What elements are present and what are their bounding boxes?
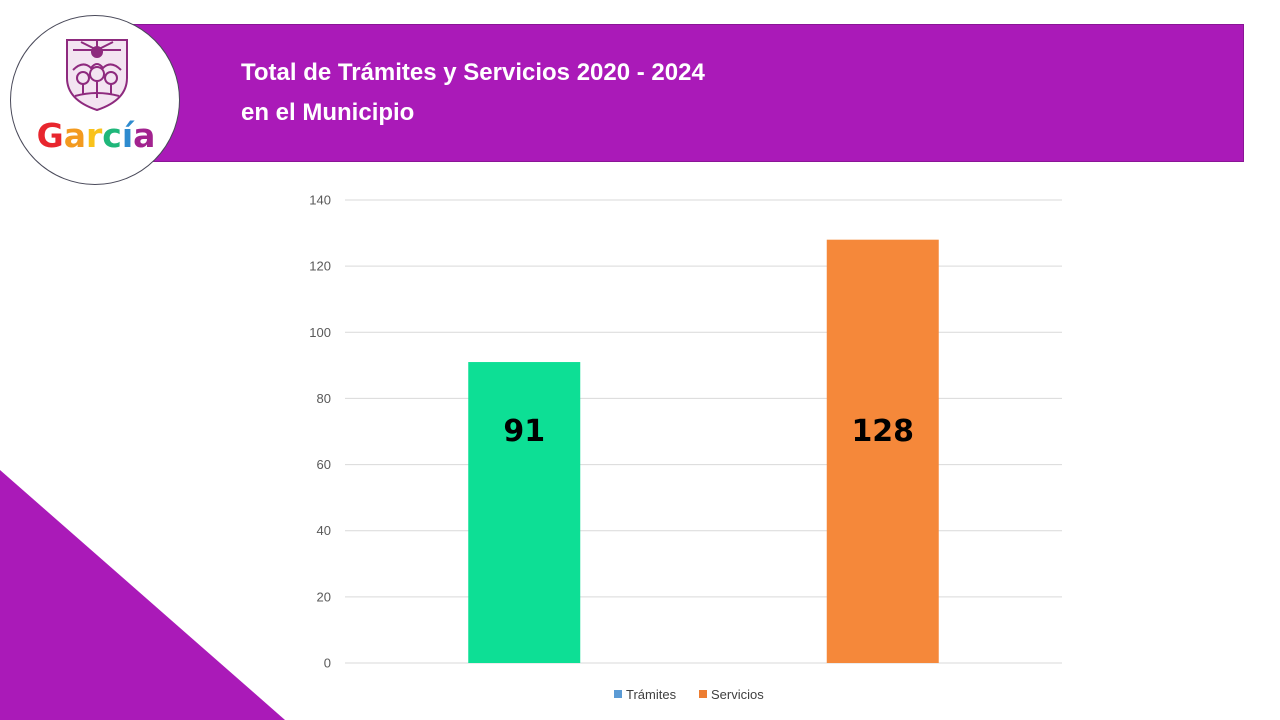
- legend-label: Trámites: [626, 687, 677, 702]
- bar-tramites: [468, 362, 581, 663]
- logo-letter: a: [64, 116, 86, 155]
- logo-letter: í: [122, 116, 135, 155]
- y-axis-ticks: 0 20 40 60 80 100 120 140: [309, 193, 331, 671]
- y-tick-label: 20: [317, 589, 331, 604]
- y-tick-label: 140: [309, 193, 331, 208]
- logo-wordmark: García: [37, 116, 156, 155]
- legend-swatch: [614, 690, 622, 698]
- data-label: 91: [503, 414, 545, 449]
- page-subtitle: en el Municipio: [241, 99, 415, 126]
- y-tick-label: 60: [317, 457, 331, 472]
- data-label: 128: [851, 414, 914, 449]
- decorative-corner-triangle: [0, 470, 285, 720]
- header-banner: Total de Trámites y Servicios 2020 - 202…: [130, 24, 1244, 162]
- y-tick-label: 120: [309, 259, 331, 274]
- y-tick-label: 100: [309, 325, 331, 340]
- chart-gridlines: [345, 199, 1062, 664]
- y-tick-label: 0: [324, 656, 331, 671]
- legend-swatch: [699, 690, 707, 698]
- y-tick-label: 80: [317, 391, 331, 406]
- chart-bars: [468, 239, 939, 663]
- logo-letter: c: [102, 116, 122, 155]
- chart-legend: Trámites Servicios: [614, 687, 764, 702]
- bar-servicios: [826, 239, 939, 663]
- garcia-shield-icon: [66, 39, 128, 112]
- page-title: Total de Trámites y Servicios 2020 - 202…: [241, 59, 705, 86]
- logo-letter: r: [86, 116, 103, 155]
- logo-letter: G: [37, 116, 64, 155]
- municipality-logo: García: [10, 15, 180, 185]
- y-tick-label: 40: [317, 523, 331, 538]
- legend-label: Servicios: [711, 687, 764, 702]
- logo-letter: a: [133, 116, 155, 155]
- chart-data-labels: 91 128: [503, 414, 914, 449]
